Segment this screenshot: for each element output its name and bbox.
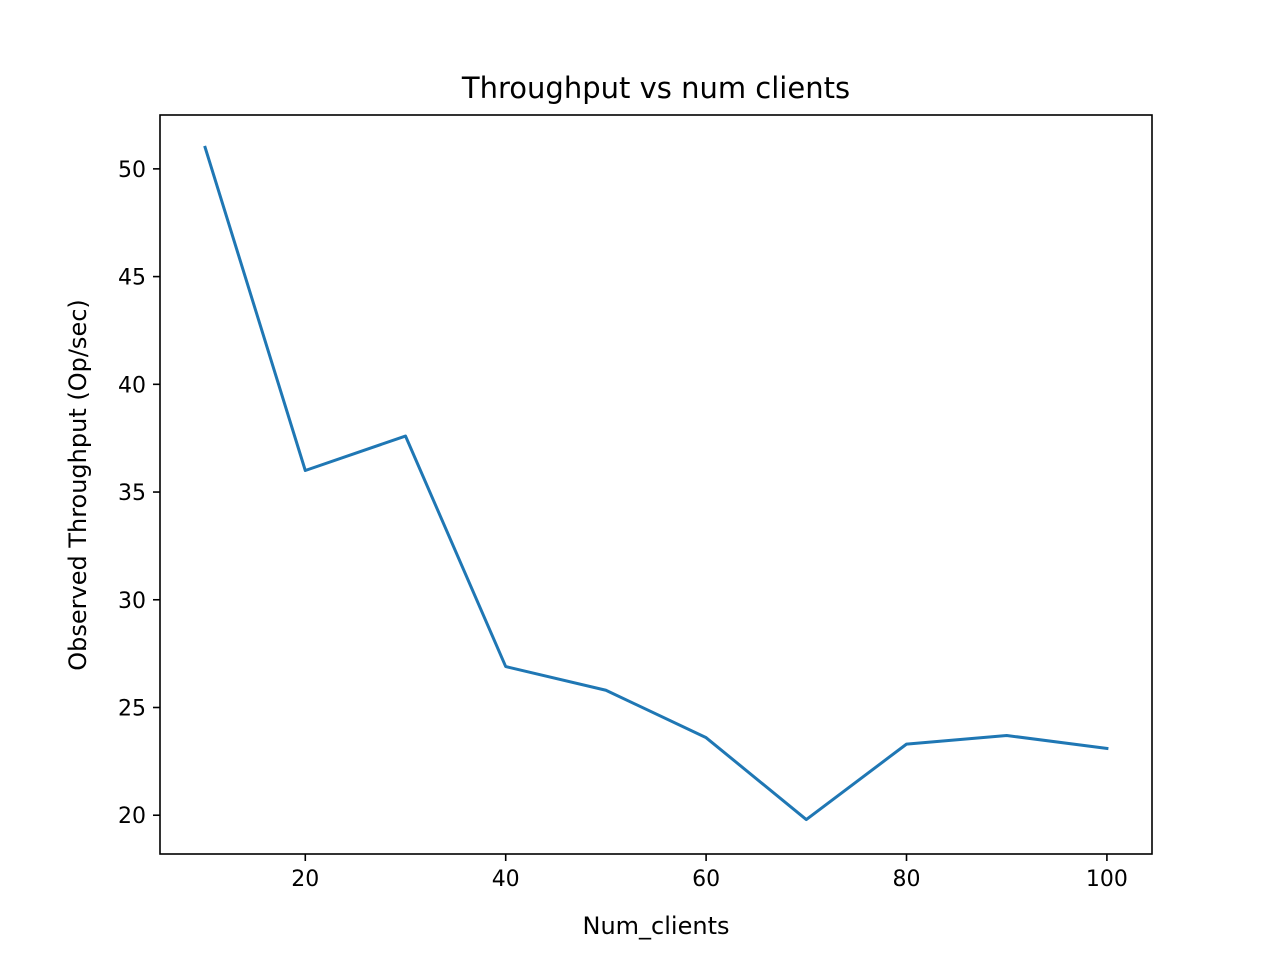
y-tick-label: 30 (118, 589, 146, 614)
y-tick-label: 50 (118, 158, 146, 183)
y-tick-label: 20 (118, 804, 146, 829)
x-axis-label: Num_clients (583, 912, 730, 940)
y-axis-label: Observed Throughput (Op/sec) (64, 299, 92, 671)
plot-frame (159, 114, 1153, 855)
y-tick-label: 40 (118, 373, 146, 398)
x-tick-label: 100 (1086, 867, 1128, 892)
plot-area (203, 145, 1109, 822)
x-tick-label: 80 (893, 867, 921, 892)
chart-title: Throughput vs num clients (461, 71, 850, 105)
x-tick-label: 40 (492, 867, 520, 892)
y-tick-label: 35 (118, 481, 146, 506)
axis-ticks: 20 40 60 80 100 20 25 30 35 40 45 50 (118, 158, 1128, 892)
x-tick-label: 60 (692, 867, 720, 892)
y-tick-label: 45 (118, 266, 146, 291)
series-line (203, 145, 1109, 822)
x-tick-label: 20 (291, 867, 319, 892)
y-tick-label: 25 (118, 696, 146, 721)
